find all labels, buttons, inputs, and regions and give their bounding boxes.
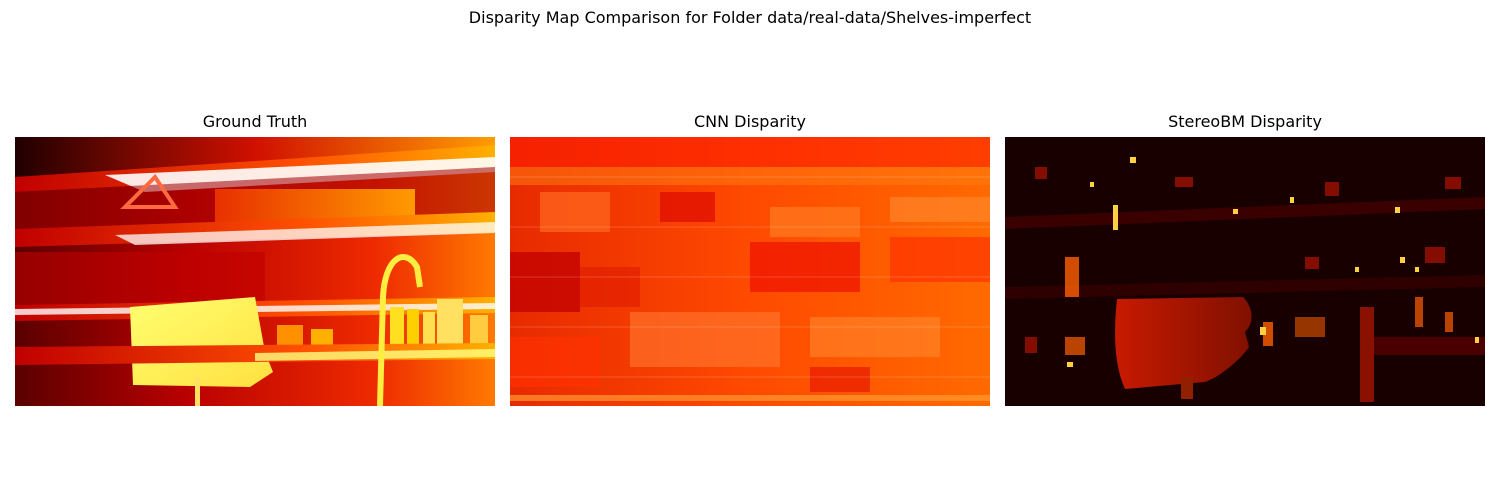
- cnn-disparity-image: [510, 137, 990, 406]
- panel-title-ground-truth: Ground Truth: [202, 112, 308, 131]
- panel-title-stereobm: StereoBM Disparity: [1168, 112, 1322, 131]
- ground-truth-image: [15, 137, 495, 406]
- figure-suptitle: Disparity Map Comparison for Folder data…: [468, 8, 1032, 27]
- stereobm-disparity-image: [1005, 137, 1485, 406]
- panel-title-cnn: CNN Disparity: [693, 112, 807, 131]
